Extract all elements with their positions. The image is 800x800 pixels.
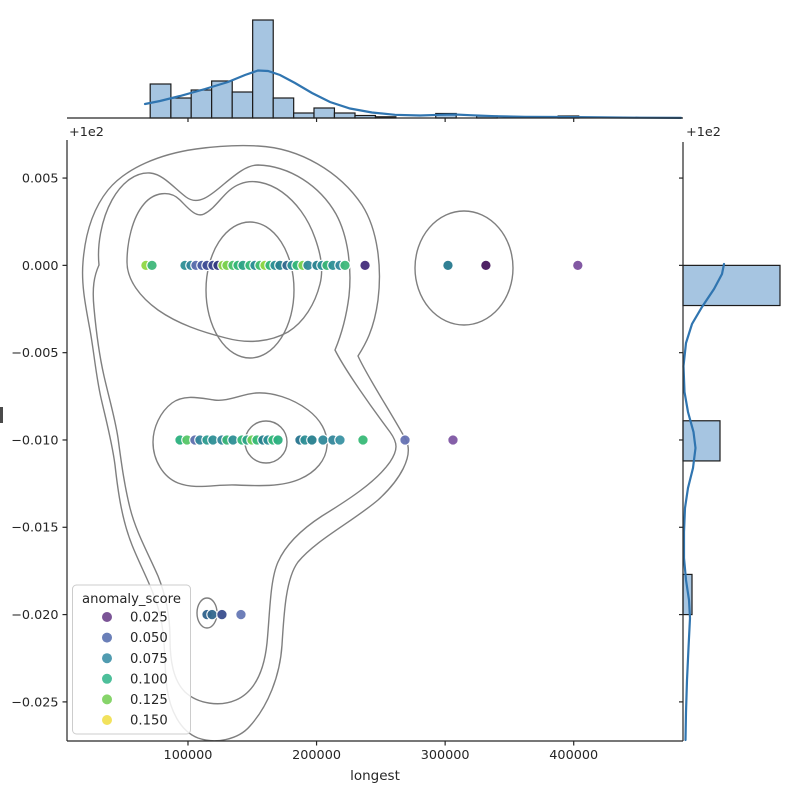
- legend: anomaly_score 0.0250.0500.0750.1000.1250…: [72, 584, 191, 735]
- kde-contour: [414, 210, 514, 326]
- scatter-point: [146, 259, 158, 272]
- scatter-point: [442, 259, 454, 272]
- scatter-points-layer: [140, 259, 584, 621]
- y-tick-label: −0.025: [11, 695, 58, 710]
- kde-contour: [152, 392, 328, 488]
- legend-entry-label: 0.025: [130, 611, 168, 626]
- legend-swatch: [102, 673, 112, 684]
- scatter-point: [272, 434, 284, 446]
- right-hist-offset-text: +1e2: [686, 125, 721, 140]
- legend-entry-label: 0.150: [130, 714, 168, 729]
- scatter-point: [235, 608, 247, 621]
- y-axis-offset-text: +1e2: [69, 125, 104, 140]
- y-tick-label: 0.000: [22, 259, 59, 274]
- y-tick-label: −0.020: [11, 608, 58, 623]
- scatter-point: [334, 434, 346, 446]
- x-tick-label: 200000: [292, 748, 341, 763]
- y-tick-label: 0.005: [22, 171, 59, 186]
- scatter-point: [480, 259, 492, 272]
- scatter-point: [339, 259, 351, 272]
- legend-swatch: [102, 715, 112, 725]
- top-hist-bar: [272, 97, 295, 119]
- x-axis-label: longest: [350, 768, 400, 784]
- legend-entry-label: 0.100: [130, 672, 168, 687]
- legend-entry-label: 0.125: [130, 693, 168, 708]
- clipped-y-axis-label-fragment: [0, 407, 3, 423]
- right-hist-bar: [682, 420, 721, 462]
- scatter-point: [447, 434, 459, 446]
- scatter-point: [572, 259, 584, 272]
- legend-swatch: [102, 632, 112, 643]
- x-tick-label: 300000: [421, 748, 470, 763]
- scatter-point: [206, 608, 218, 621]
- legend-swatch: [102, 653, 112, 664]
- y-tick-label: −0.005: [11, 346, 58, 361]
- kde-contour: [126, 180, 323, 343]
- axes-layer: 100000 200000 300000 400000 0.005 0.000 −0.005…: [11, 117, 684, 763]
- top-hist-bar: [313, 107, 336, 119]
- right-hist-bar: [682, 264, 781, 307]
- top-hist-bar: [231, 91, 254, 119]
- y-tick-label: −0.010: [11, 433, 58, 448]
- legend-box: [72, 584, 191, 735]
- scatter-point: [357, 434, 369, 446]
- top-marginal-histogram: [143, 19, 683, 119]
- top-kde-curve: [143, 69, 683, 119]
- legend-entry-label: 0.050: [130, 631, 168, 646]
- top-hist-bar: [252, 19, 274, 119]
- top-hist-bar: [190, 89, 213, 119]
- top-hist-bar: [293, 112, 315, 119]
- scatter-point: [399, 434, 411, 446]
- y-tick-label: −0.015: [11, 521, 58, 536]
- top-hist-bar: [333, 112, 356, 119]
- right-kde-curve: [682, 262, 726, 742]
- legend-swatch: [102, 612, 112, 622]
- right-marginal-histogram: [682, 262, 781, 742]
- kde-contour: [244, 420, 288, 464]
- legend-title: anomaly_score: [82, 592, 181, 607]
- top-hist-bar: [170, 97, 192, 119]
- scatter-point: [359, 259, 371, 272]
- kde-contour: [205, 221, 295, 359]
- kde-contour: [81, 144, 409, 742]
- scatter-point: [216, 608, 228, 621]
- legend-entries: 0.025 0.050 0.075 0.100 0.125 0.150: [102, 611, 168, 729]
- kde-contours-layer: [81, 144, 514, 742]
- x-tick-label: 400000: [549, 748, 598, 763]
- scatter-point: [317, 434, 329, 446]
- x-tick-label: 100000: [164, 748, 213, 763]
- scatter-point: [306, 434, 318, 446]
- legend-swatch: [102, 694, 112, 705]
- legend-entry-label: 0.075: [130, 652, 168, 667]
